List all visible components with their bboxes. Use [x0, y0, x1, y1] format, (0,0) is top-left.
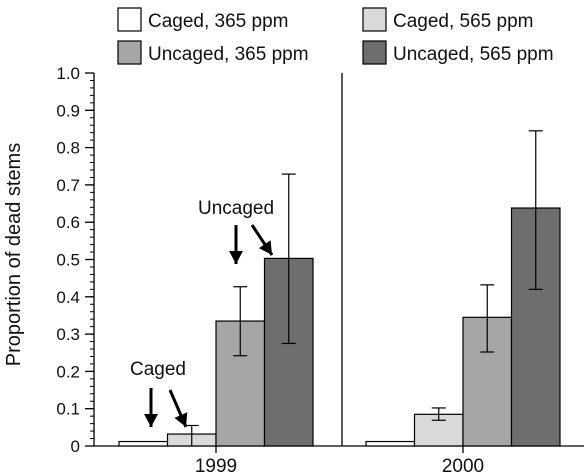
annotation-arrowhead: [258, 240, 272, 255]
legend-swatch: [117, 40, 142, 65]
legend-swatch: [362, 40, 387, 65]
legend-swatch: [362, 7, 387, 32]
legend-swatch: [117, 7, 142, 32]
y-tick-label: 0.9: [56, 101, 80, 120]
y-tick-label: 0: [71, 437, 80, 456]
annotation-arrowhead: [174, 412, 188, 427]
bar: [118, 440, 169, 447]
y-tick-label: 0.3: [56, 325, 80, 344]
legend: Caged, 365 ppm Caged, 565 ppm Uncaged, 365…: [117, 7, 554, 65]
x-tick-label: 2000: [442, 456, 484, 475]
annotations: Caged Uncaged: [130, 198, 274, 428]
y-tick-label: 0.5: [56, 251, 80, 270]
legend-label: Uncaged, 365 ppm: [148, 44, 309, 65]
y-axis-label: Proportion of dead stems: [3, 143, 25, 366]
annotation-uncaged: Uncaged: [198, 198, 274, 219]
annotation-arrowhead: [144, 414, 158, 427]
y-tick-label: 0.4: [56, 288, 80, 307]
y-tick-label: 0.8: [56, 139, 80, 158]
annotation-arrowhead: [229, 251, 243, 264]
bar: [365, 440, 416, 447]
y-tick-label: 0.1: [56, 400, 80, 419]
legend-label: Uncaged, 565 ppm: [393, 44, 554, 65]
chart-axes: 0 0.1 0.2 0.3 0.4 0.5 0.6 0.7 0.8 0.9 1.0 Proportio…: [3, 64, 584, 475]
y-tick-label: 0.7: [56, 176, 80, 195]
y-tick-label: 0.2: [56, 362, 80, 381]
y-tick-label: 1.0: [56, 64, 80, 83]
legend-label: Caged, 365 ppm: [148, 11, 289, 32]
legend-label: Caged, 565 ppm: [393, 11, 534, 32]
error-bars: [184, 130, 543, 446]
bars: [118, 207, 561, 447]
annotation-caged: Caged: [130, 359, 186, 380]
x-tick-label: 1999: [195, 456, 237, 475]
y-tick-label: 0.6: [56, 213, 80, 232]
